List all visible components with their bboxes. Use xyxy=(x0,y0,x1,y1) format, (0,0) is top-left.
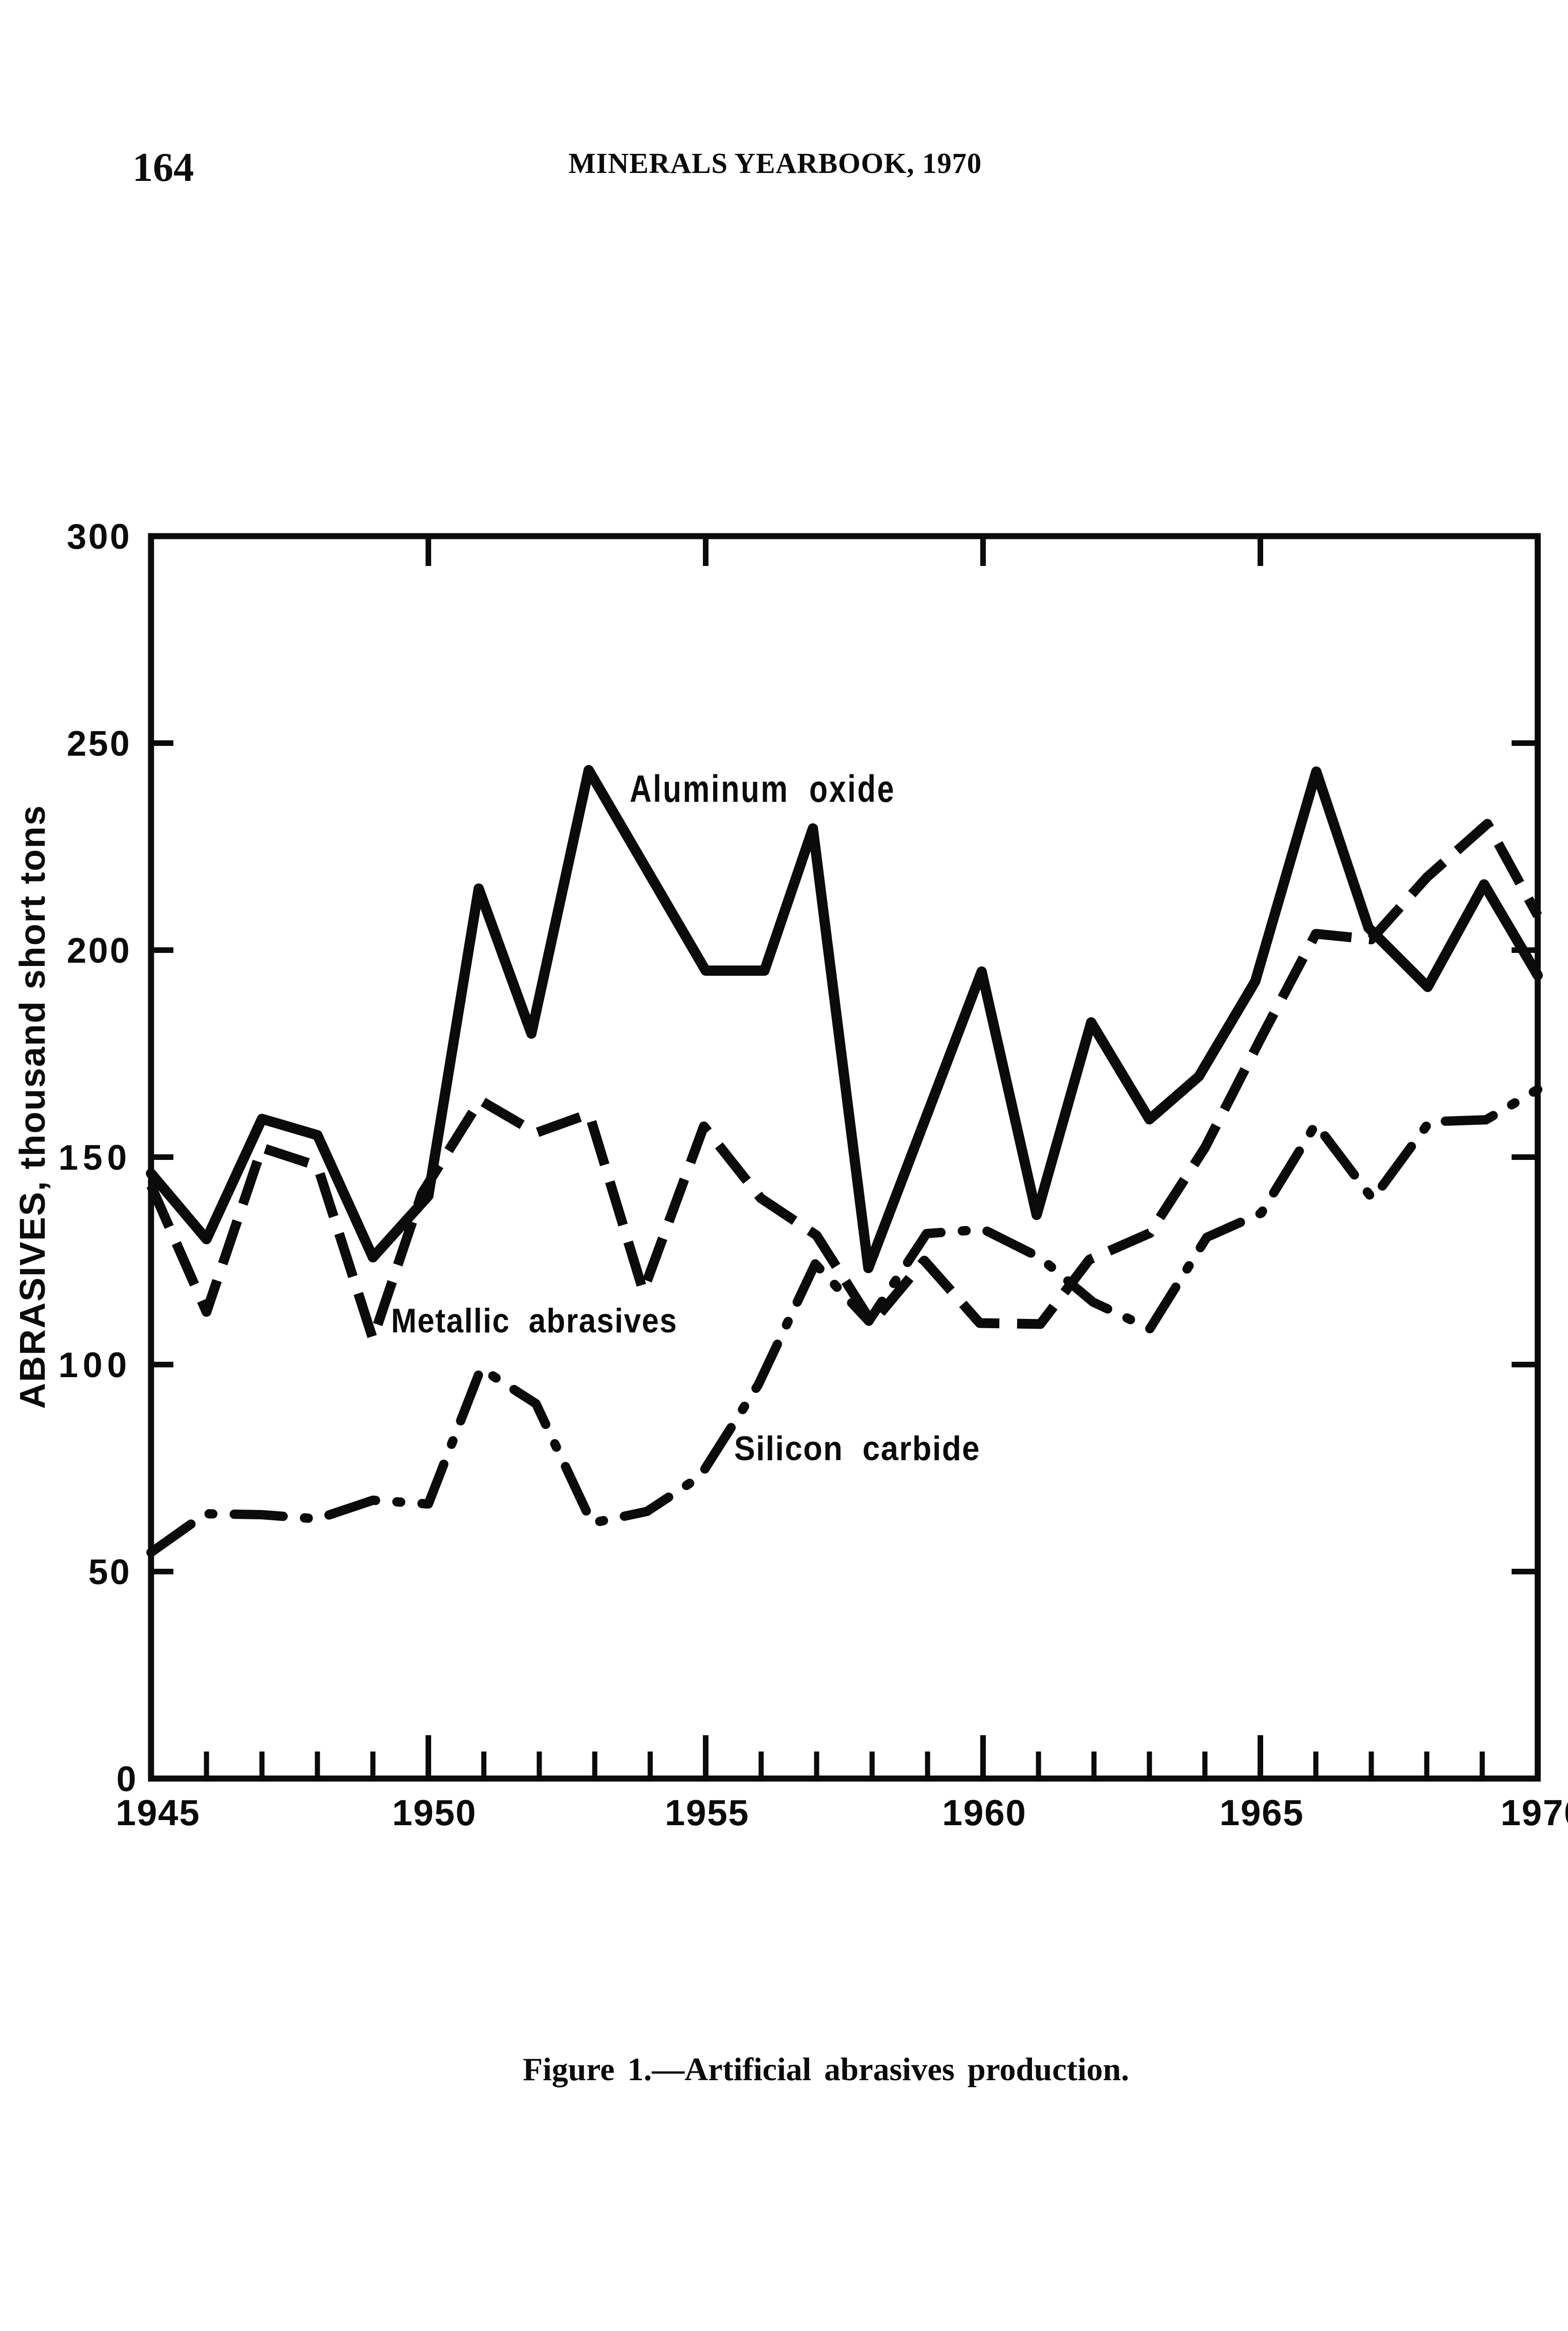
svg-text:100: 100 xyxy=(58,1345,131,1385)
svg-text:ABRASIVES, thousand short tons: ABRASIVES, thousand short tons xyxy=(13,805,53,1409)
svg-text:MINERALS YEARBOOK, 1970: MINERALS YEARBOOK, 1970 xyxy=(568,148,982,179)
svg-text:200: 200 xyxy=(67,931,131,971)
svg-text:0: 0 xyxy=(117,1759,136,1799)
svg-text:300: 300 xyxy=(67,517,131,557)
svg-text:164: 164 xyxy=(132,145,194,190)
svg-text:1955: 1955 xyxy=(665,1792,750,1833)
svg-text:50: 50 xyxy=(88,1552,131,1592)
svg-text:150: 150 xyxy=(58,1138,131,1178)
svg-text:Silicon carbide: Silicon carbide xyxy=(734,1429,980,1468)
svg-text:250: 250 xyxy=(67,724,131,764)
svg-text:1960: 1960 xyxy=(942,1792,1027,1833)
svg-text:1950: 1950 xyxy=(392,1792,477,1833)
svg-text:Figure 1.—Artificial abrasives: Figure 1.—Artificial abrasives productio… xyxy=(523,2052,1129,2088)
svg-text:1945: 1945 xyxy=(116,1792,200,1833)
svg-text:Aluminum oxide: Aluminum oxide xyxy=(630,767,895,810)
svg-text:1965: 1965 xyxy=(1219,1792,1304,1833)
svg-text:Metallic abrasives: Metallic abrasives xyxy=(391,1302,678,1340)
svg-text:1970: 1970 xyxy=(1500,1792,1568,1833)
